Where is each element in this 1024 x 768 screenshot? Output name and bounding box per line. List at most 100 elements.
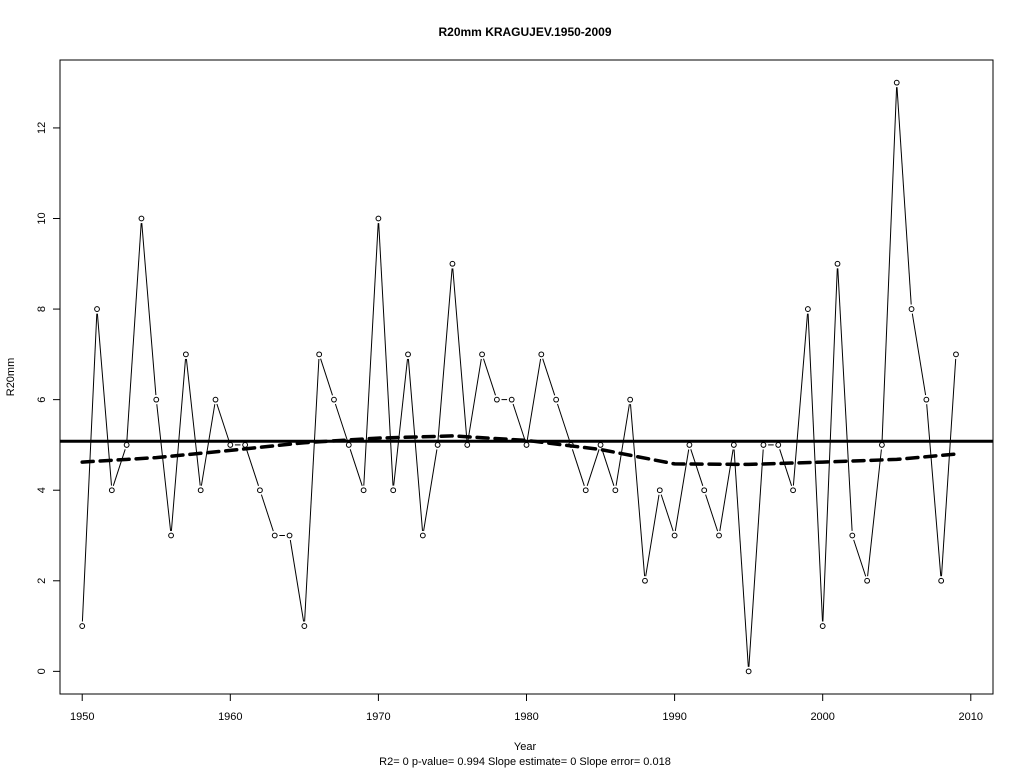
y-axis: 0 2 4 6 8 10 12: [36, 122, 61, 674]
data-point: [790, 487, 796, 494]
data-point: [538, 351, 545, 358]
data-point: [716, 532, 722, 539]
series-line-segment: [542, 358, 556, 396]
data-point: [582, 487, 589, 494]
series-line-segment: [853, 539, 867, 577]
series-line-segment: [112, 449, 126, 486]
series-line-segment: [363, 223, 379, 486]
data-point: [597, 442, 604, 448]
data-point: [642, 577, 648, 584]
data-point: [804, 306, 811, 312]
y-tick-label: 4: [36, 487, 48, 493]
series-line-segments: [81, 87, 957, 667]
series-line-segment: [571, 449, 585, 486]
data-point: [775, 442, 782, 448]
x-tick-label: 1950: [70, 711, 94, 723]
data-point: [242, 442, 249, 448]
chart-title: R20mm KRAGUJEV.1950-2009: [439, 25, 612, 39]
series-line-segment: [645, 494, 660, 577]
plot-frame: [59, 59, 994, 695]
data-point: [834, 260, 841, 267]
series-line-segment: [423, 449, 438, 532]
series-line-segment: [96, 313, 112, 486]
x-tick-label: 1960: [218, 711, 242, 723]
series-line-segment: [733, 449, 749, 667]
data-point: [849, 532, 856, 539]
x-axis-title: Year: [514, 741, 537, 753]
chart-subtitle: R2= 0 p-value= 0.994 Slope estimate= 0 S…: [379, 756, 671, 768]
data-point: [701, 487, 708, 494]
data-point: [405, 351, 411, 358]
data-point: [879, 442, 885, 448]
series-line-segment: [216, 403, 230, 441]
series-line-segment: [837, 268, 853, 531]
series-line-segment: [289, 539, 305, 622]
data-point: [923, 396, 930, 403]
data-point: [123, 442, 130, 448]
series-line-segment: [941, 358, 957, 577]
series-points: [79, 79, 959, 675]
data-point: [553, 396, 560, 403]
data-point: [316, 351, 323, 358]
data-point: [257, 487, 263, 494]
data-point: [331, 396, 337, 403]
data-point: [345, 442, 352, 448]
data-point: [182, 351, 189, 358]
x-axis: 1950 1960 1970 1980 1990 2000 2010: [70, 693, 983, 723]
series-line-segment: [660, 494, 674, 532]
series-line-segment: [156, 404, 172, 531]
data-point: [656, 487, 663, 494]
x-tick-label: 2000: [810, 711, 834, 723]
data-point: [671, 532, 678, 539]
data-point: [390, 487, 397, 494]
series-line-segment: [483, 358, 496, 396]
x-tick-label: 1990: [662, 711, 686, 723]
data-point: [819, 623, 826, 629]
y-tick-label: 6: [36, 397, 48, 403]
series-line-segment: [748, 449, 764, 667]
series-line-segment: [822, 268, 838, 622]
series-layer: [60, 79, 993, 675]
data-point: [760, 442, 767, 448]
data-point: [864, 577, 871, 584]
data-point: [79, 623, 86, 629]
series-line-segment: [349, 449, 363, 486]
series-line-segment: [304, 358, 320, 622]
y-tick-label: 8: [36, 306, 48, 312]
series-line-segment: [81, 313, 98, 622]
series-line-segment: [141, 223, 157, 396]
series-line-segment: [378, 223, 394, 486]
series-line-segment: [586, 449, 600, 486]
data-point: [479, 351, 485, 358]
series-line-segment: [674, 449, 690, 532]
series-line-segment: [867, 449, 882, 577]
series-line-segment: [334, 403, 348, 441]
series-line-segment: [260, 494, 274, 532]
series-line-segment: [437, 268, 453, 441]
data-point: [449, 260, 456, 267]
series-line-segment: [200, 404, 216, 486]
series-line-segment: [407, 358, 423, 531]
data-point: [271, 532, 278, 539]
data-point: [108, 487, 115, 494]
data-point: [493, 396, 500, 403]
data-point: [953, 351, 959, 358]
series-line-segment: [792, 313, 808, 486]
data-point: [686, 442, 693, 448]
y-tick-label: 10: [36, 212, 48, 224]
x-tick-label: 1970: [366, 711, 390, 723]
series-line-segment: [779, 449, 793, 486]
series-line-segment: [911, 313, 927, 396]
y-tick-label: 2: [36, 578, 48, 584]
series-line-segment: [393, 358, 408, 486]
series-line-segment: [320, 358, 333, 396]
data-point: [730, 442, 737, 448]
data-point: [893, 79, 900, 86]
series-line-segment: [690, 449, 704, 486]
series-line-segment: [170, 358, 186, 531]
smoothed-trend-line: [80, 434, 958, 467]
data-point: [94, 306, 100, 312]
series-line-segment: [896, 87, 912, 305]
data-point: [908, 306, 915, 312]
